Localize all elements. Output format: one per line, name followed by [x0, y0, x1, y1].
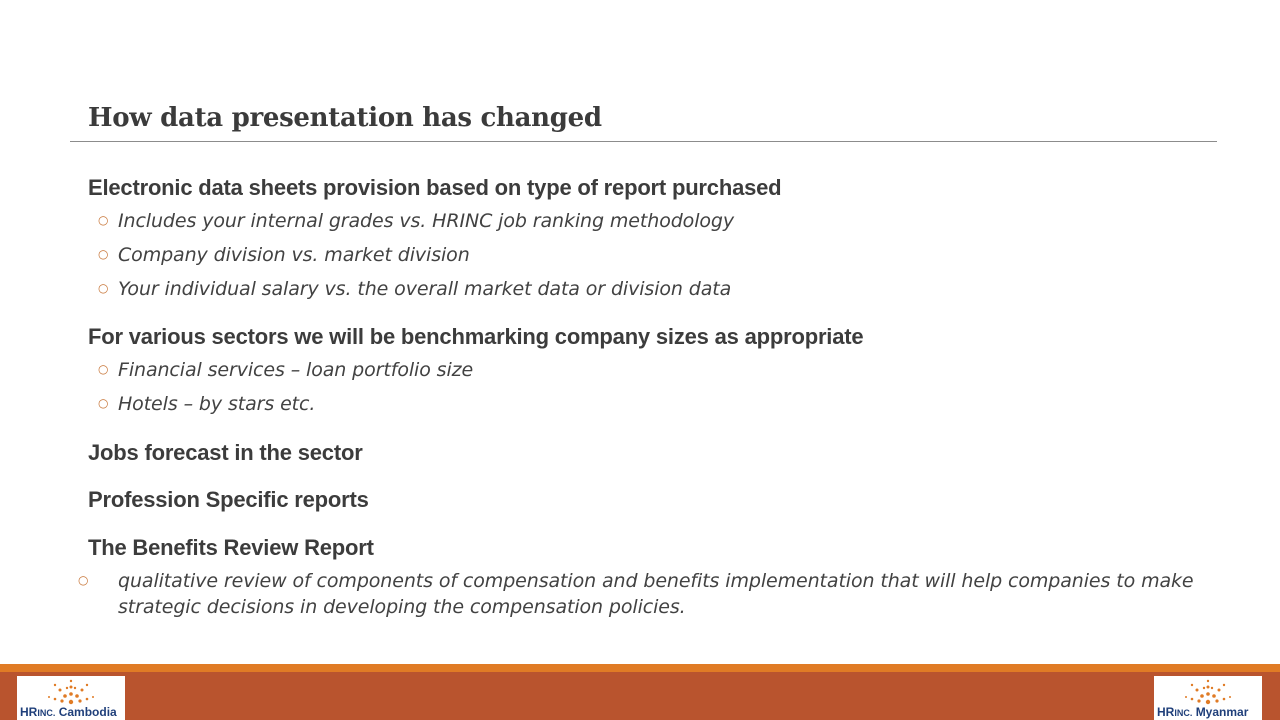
title-divider [70, 141, 1217, 142]
hrinc-cambodia-logo: HRINC. Cambodia [17, 676, 125, 720]
sunburst-icon [48, 679, 94, 705]
bullet-ring-icon: ○ [98, 396, 109, 410]
bullet-ring-icon: ○ [98, 247, 109, 261]
bullet-hotels: ○ Hotels – by stars etc. [98, 393, 316, 415]
bullet-individual-salary: ○ Your individual salary vs. the overall … [98, 278, 732, 300]
bullet-ring-icon: ○ [98, 213, 109, 227]
footer-band [0, 672, 1280, 720]
logo-wordmark-myanmar: HRINC. Myanmar [1157, 705, 1249, 719]
bullet-financial-services: ○ Financial services – loan portfolio siz… [98, 359, 474, 381]
bullet-internal-grades: ○ Includes your internal grades vs. HRINC… [98, 210, 735, 232]
bullet-company-division: ○ Company division vs. market division [98, 244, 470, 266]
section-heading-jobs-forecast: Jobs forecast in the sector [88, 440, 363, 465]
bullet-qualitative-review: ○ qualitative review of components of com… [78, 567, 1208, 620]
slide-title: How data presentation has changed [88, 103, 602, 133]
bullet-ring-icon: ○ [98, 362, 109, 376]
logo-wordmark-cambodia: HRINC. Cambodia [20, 705, 117, 719]
section-heading-data-sheets: Electronic data sheets provision based o… [88, 175, 782, 200]
bullet-ring-icon: ○ [98, 281, 109, 295]
sunburst-icon [1185, 679, 1231, 705]
hrinc-myanmar-logo: HRINC. Myanmar [1154, 676, 1262, 720]
footer-accent-strip [0, 664, 1280, 672]
section-heading-profession-reports: Profession Specific reports [88, 487, 369, 512]
bullet-ring-icon: ○ [78, 573, 89, 587]
section-heading-benefits-review: The Benefits Review Report [88, 535, 374, 560]
section-heading-benchmarking: For various sectors we will be benchmark… [88, 324, 864, 349]
